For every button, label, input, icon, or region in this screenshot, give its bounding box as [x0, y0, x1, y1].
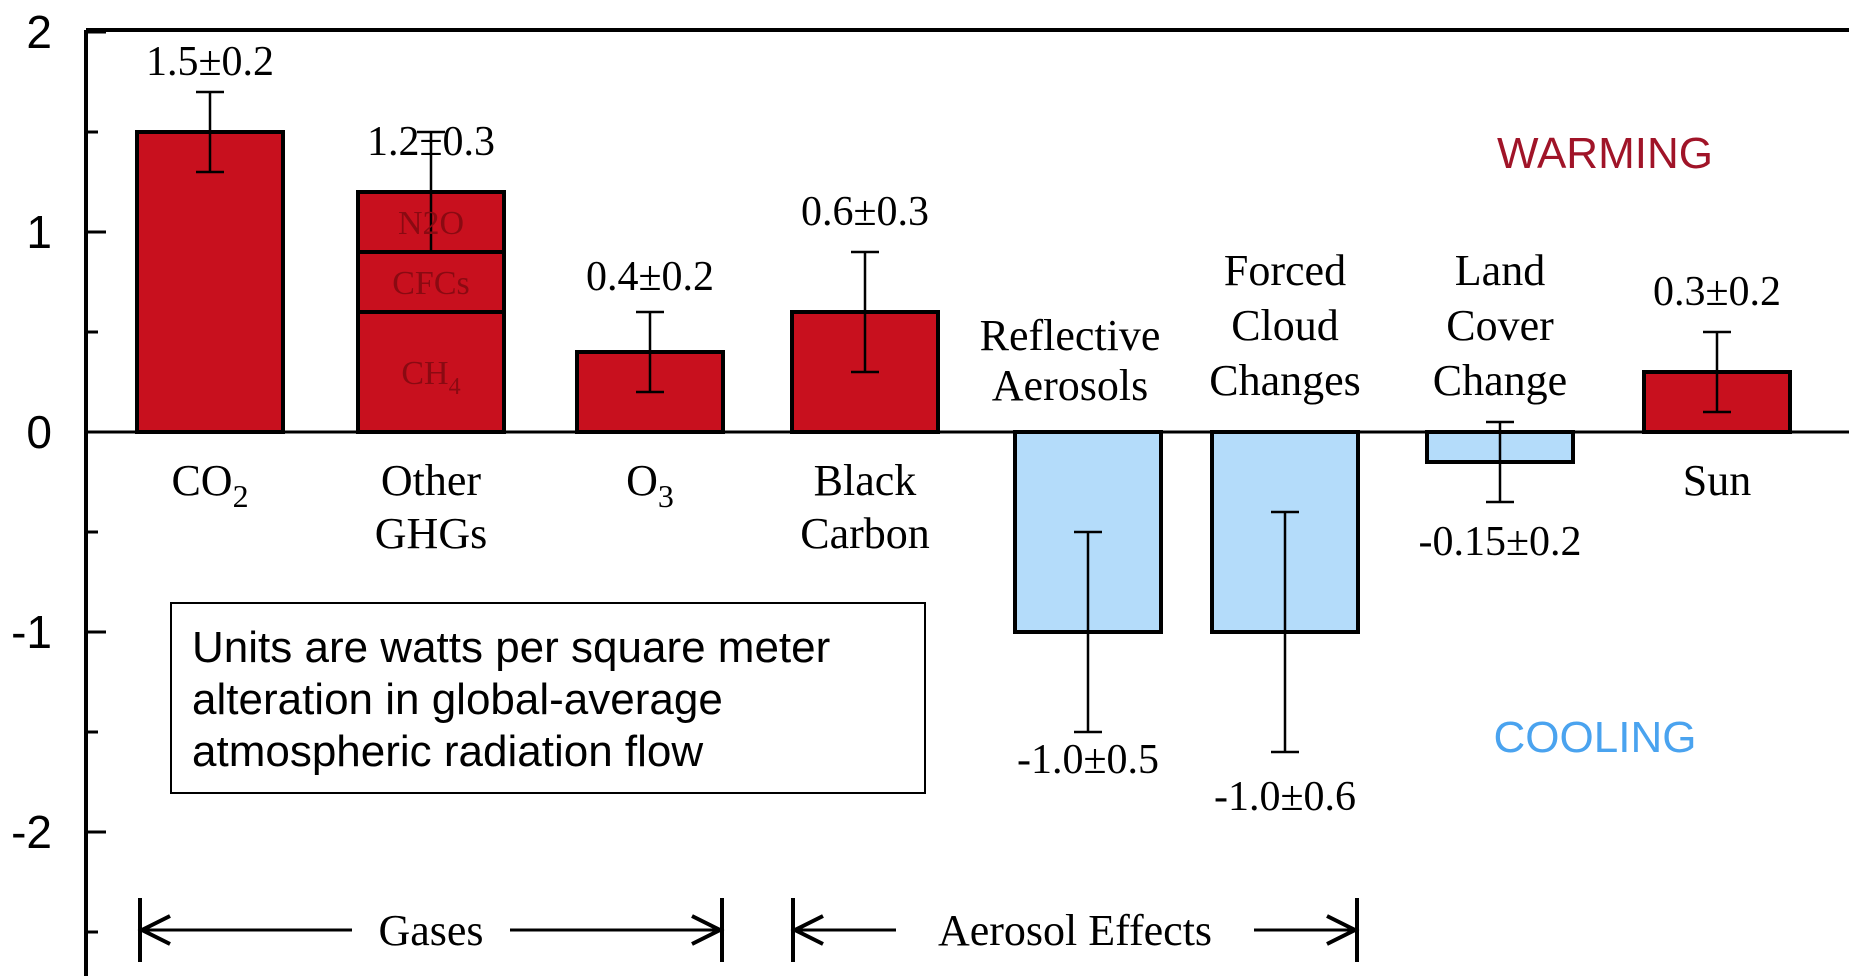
- category-label: GHGs: [375, 509, 487, 558]
- bar: [135, 130, 285, 434]
- units-note-line-2: alteration in global-average: [192, 675, 723, 724]
- data-label: -1.0±0.6: [1214, 774, 1356, 820]
- category-label: Change: [1433, 356, 1567, 405]
- category-label: Reflective: [980, 311, 1161, 360]
- gases-group-label: Gases: [378, 906, 483, 955]
- cooling-annotation: COOLING: [1494, 713, 1697, 762]
- data-label: 1.5±0.2: [146, 39, 274, 85]
- category-label: Carbon: [800, 509, 930, 558]
- gases-arrow-right-head: [691, 914, 725, 946]
- data-label: -0.15±0.2: [1418, 519, 1581, 565]
- units-note-line-3: atmospheric radiation flow: [192, 727, 704, 776]
- y-tick-label: -2: [11, 806, 52, 858]
- category-label: Changes: [1209, 356, 1361, 405]
- category-label: Cover: [1446, 301, 1554, 350]
- data-label: -1.0±0.5: [1017, 737, 1159, 783]
- data-label: 1.2±0.3: [367, 119, 495, 165]
- y-tick-label: 2: [26, 6, 52, 58]
- data-label: 0.3±0.2: [1653, 269, 1781, 315]
- aerosols-arrow-left-head: [790, 914, 824, 946]
- gases-arrow-left-head: [137, 914, 171, 946]
- data-label: 0.4±0.2: [586, 254, 714, 300]
- segment-label-n2o: N2O: [398, 205, 464, 242]
- aerosols-arrow-right-head: [1326, 914, 1360, 946]
- category-label: Forced: [1224, 246, 1346, 295]
- category-label: Cloud: [1231, 301, 1339, 350]
- category-label: Other: [381, 456, 482, 505]
- y-tick-label: 1: [26, 206, 52, 258]
- aerosols-group-label: Aerosol Effects: [938, 906, 1212, 955]
- units-note-box: Units are watts per square meter alterat…: [170, 602, 926, 794]
- category-label: Black: [814, 456, 917, 505]
- units-note-line-1: Units are watts per square meter: [192, 623, 831, 672]
- category-label-co2: CO2: [171, 456, 248, 514]
- category-label: Aerosols: [992, 361, 1148, 410]
- warming-annotation: WARMING: [1497, 129, 1713, 178]
- data-label: 0.6±0.3: [801, 189, 929, 235]
- category-label: Land: [1455, 246, 1545, 295]
- y-tick-label: 0: [26, 406, 52, 458]
- y-tick-label: -1: [11, 606, 52, 658]
- category-label-o3: O3: [626, 456, 674, 514]
- category-label: Sun: [1683, 456, 1751, 505]
- segment-label-cfcs: CFCs: [392, 265, 470, 302]
